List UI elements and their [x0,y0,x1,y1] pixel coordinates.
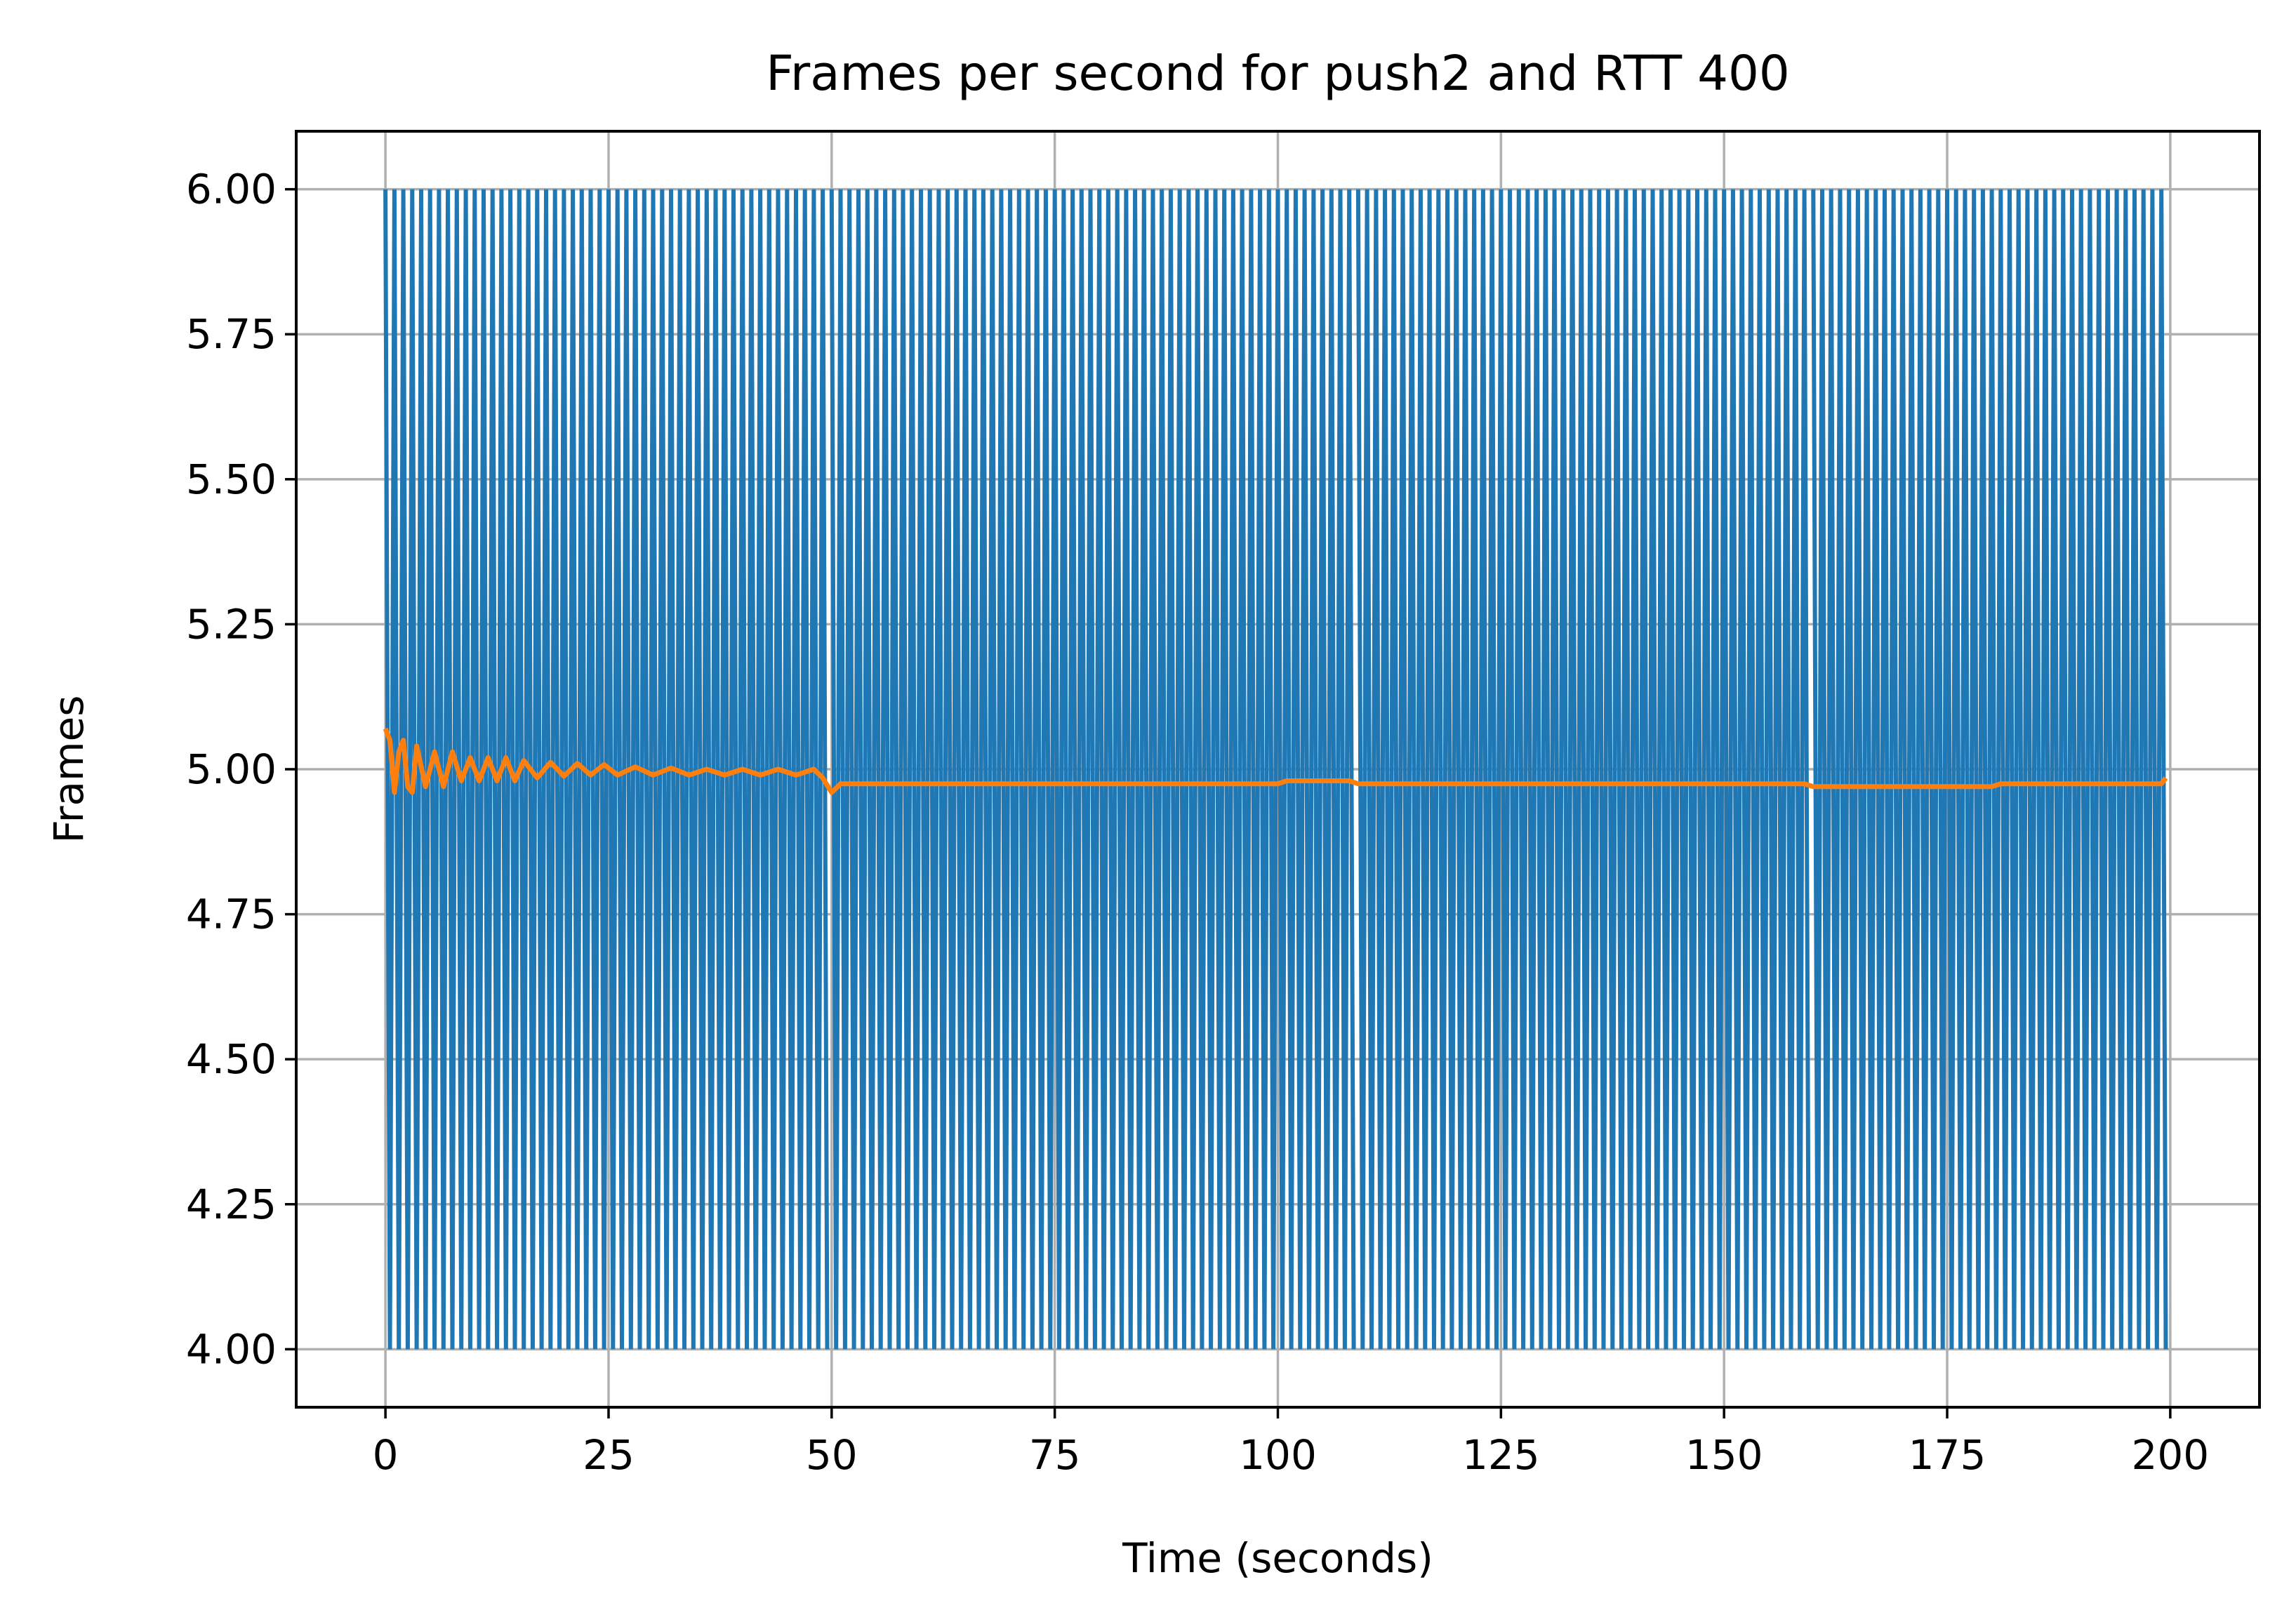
y-axis-title: Frames [45,696,93,844]
y-tick-label: 5.00 [186,745,277,793]
chart-title: Frames per second for push2 and RTT 400 [766,46,1790,102]
x-tick-label: 100 [1239,1431,1317,1479]
x-tick-label: 25 [583,1431,635,1479]
x-tick-label: 75 [1029,1431,1081,1479]
y-tick-label: 4.75 [186,891,277,938]
series-average-line [383,727,2168,795]
y-tick-label: 4.50 [186,1035,277,1083]
y-tick-label: 5.75 [186,310,277,358]
y-tick-label: 6.00 [186,166,277,213]
x-tick-label: 0 [373,1431,399,1479]
y-tick-label: 5.50 [186,456,277,503]
x-tick-label: 50 [806,1431,858,1479]
y-tick-label: 5.25 [186,600,277,648]
y-tick-label: 4.00 [186,1325,277,1373]
x-tick-label: 175 [1909,1431,1986,1479]
y-tick-label: 4.25 [186,1181,277,1228]
x-tick-label: 200 [2132,1431,2210,1479]
x-axis-title: Time (seconds) [1122,1534,1433,1582]
x-tick-label: 125 [1462,1431,1540,1479]
x-tick-label: 150 [1685,1431,1763,1479]
axis-ticks: 0 25 50 75 100 125 150 175 200 4.00 4.25 4.50 4.75 5.… [186,166,2209,1479]
plot-series [383,189,2168,1350]
